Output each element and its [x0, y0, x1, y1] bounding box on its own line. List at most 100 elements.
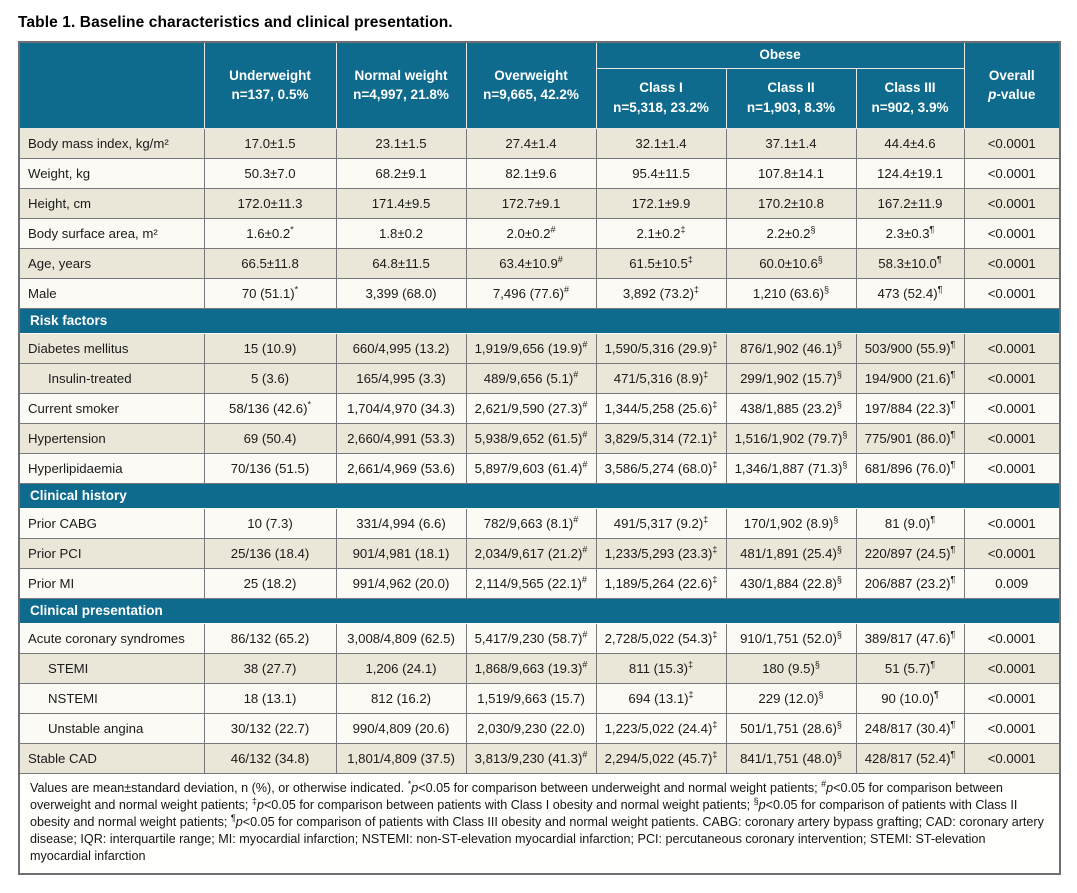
cell: 1,210 (63.6)§ [725, 277, 857, 309]
cell: 17.0±1.5 [203, 127, 337, 159]
cell: 694 (13.1)‡ [595, 682, 727, 714]
cell: 1,704/4,970 (34.3) [335, 392, 467, 424]
section-row: Clinical presentation [18, 597, 1061, 624]
row-label: Body surface area, m² [18, 217, 205, 249]
cell: 1,346/1,887 (71.3)§ [725, 452, 857, 484]
cell: <0.0001 [963, 217, 1061, 249]
table-row: Prior MI 25 (18.2) 991/4,962 (20.0) 2,114/9… [18, 567, 1061, 599]
cell: 3,399 (68.0) [335, 277, 467, 309]
table-row: Age, years 66.5±11.8 64.8±11.5 63.4±10.9# 61… [18, 247, 1061, 279]
table-body: Body mass index, kg/m² 17.0±1.5 23.1±1.5 27… [18, 127, 1061, 774]
cell: <0.0001 [963, 247, 1061, 279]
cell: <0.0001 [963, 392, 1061, 424]
cell: 901/4,981 (18.1) [335, 537, 467, 569]
cell: <0.0001 [963, 537, 1061, 569]
col-header: Class III n=902, 3.9% [855, 67, 965, 129]
table-row: Current smoker 58/136 (42.6)* 1,704/4,970 … [18, 392, 1061, 424]
cell: 811 (15.3)‡ [595, 652, 727, 684]
cell: 775/901 (86.0)¶ [855, 422, 965, 454]
table-row: Body surface area, m² 1.6±0.2* 1.8±0.2 2.0±… [18, 217, 1061, 249]
cell: 70/136 (51.5) [203, 452, 337, 484]
cell: 69 (50.4) [203, 422, 337, 454]
cell: 782/9,663 (8.1)# [465, 507, 597, 539]
cell: <0.0001 [963, 622, 1061, 654]
cell: 86/132 (65.2) [203, 622, 337, 654]
col-header: Overweight n=9,665, 42.2% [465, 41, 597, 129]
cell: 1,223/5,022 (24.4)‡ [595, 712, 727, 744]
corner-cell [18, 41, 205, 129]
table-row: Hyperlipidaemia 70/136 (51.5) 2,661/4,969 … [18, 452, 1061, 484]
table-row: Height, cm 172.0±11.3 171.4±9.5 172.7±9.1 17… [18, 187, 1061, 219]
pvalue-col-header: Overall p-value [963, 41, 1061, 129]
row-label: Prior PCI [18, 537, 205, 569]
cell: 1.8±0.2 [335, 217, 467, 249]
row-label: Hyperlipidaemia [18, 452, 205, 484]
cell: 1,919/9,656 (19.9)# [465, 332, 597, 364]
cell: 430/1,884 (22.8)§ [725, 567, 857, 599]
table-row: Insulin-treated 5 (3.6) 165/4,995 (3.3) 489… [18, 362, 1061, 394]
cell: 32.1±1.4 [595, 127, 727, 159]
cell: 501/1,751 (28.6)§ [725, 712, 857, 744]
cell: 60.0±10.6§ [725, 247, 857, 279]
section-header-clinical-presentation: Clinical presentation [18, 597, 1061, 624]
cell: 990/4,809 (20.6) [335, 712, 467, 744]
section-header-risk-factors: Risk factors [18, 307, 1061, 334]
cell: 68.2±9.1 [335, 157, 467, 189]
cell: 876/1,902 (46.1)§ [725, 332, 857, 364]
cell: 1,344/5,258 (25.6)‡ [595, 392, 727, 424]
cell: 491/5,317 (9.2)‡ [595, 507, 727, 539]
row-label: Hypertension [18, 422, 205, 454]
cell: 5,897/9,603 (61.4)# [465, 452, 597, 484]
cell: 194/900 (21.6)¶ [855, 362, 965, 394]
cell: 95.4±11.5 [595, 157, 727, 189]
cell: 503/900 (55.9)¶ [855, 332, 965, 364]
col-header: Underweight n=137, 0.5% [203, 41, 337, 129]
row-label: Stable CAD [18, 742, 205, 774]
cell: 5 (3.6) [203, 362, 337, 394]
row-label: Weight, kg [18, 157, 205, 189]
cell: 61.5±10.5‡ [595, 247, 727, 279]
col-header: Class II n=1,903, 8.3% [725, 67, 857, 129]
table-row: Body mass index, kg/m² 17.0±1.5 23.1±1.5 27… [18, 127, 1061, 159]
cell: 167.2±11.9 [855, 187, 965, 219]
row-label: Acute coronary syndromes [18, 622, 205, 654]
cell: 90 (10.0)¶ [855, 682, 965, 714]
cell: 2,034/9,617 (21.2)# [465, 537, 597, 569]
col-header: Normal weight n=4,997, 21.8% [335, 41, 467, 129]
cell: 64.8±11.5 [335, 247, 467, 279]
cell: <0.0001 [963, 712, 1061, 744]
cell: 3,892 (73.2)‡ [595, 277, 727, 309]
cell: 2,661/4,969 (53.6) [335, 452, 467, 484]
obese-group-header: Obese [595, 41, 965, 69]
cell: <0.0001 [963, 157, 1061, 189]
table-header: Underweight n=137, 0.5% Normal weight n=4,9… [18, 41, 1061, 129]
cell: 812 (16.2) [335, 682, 467, 714]
cell: 107.8±14.1 [725, 157, 857, 189]
cell: 220/897 (24.5)¶ [855, 537, 965, 569]
cell: <0.0001 [963, 362, 1061, 394]
table-row: Weight, kg 50.3±7.0 68.2±9.1 82.1±9.6 95.4±1… [18, 157, 1061, 189]
cell: 51 (5.7)¶ [855, 652, 965, 684]
cell: 70 (51.1)* [203, 277, 337, 309]
table-row: Acute coronary syndromes 86/132 (65.2) 3,0… [18, 622, 1061, 654]
cell: 50.3±7.0 [203, 157, 337, 189]
page: Table 1. Baseline characteristics and cl… [18, 14, 1062, 876]
cell: 171.4±9.5 [335, 187, 467, 219]
cell: 0.009 [963, 567, 1061, 599]
cell: 1,519/9,663 (15.7) [465, 682, 597, 714]
table-row: Stable CAD 46/132 (34.8) 1,801/4,809 (37.5… [18, 742, 1061, 774]
cell: 44.4±4.6 [855, 127, 965, 159]
cell: 180 (9.5)§ [725, 652, 857, 684]
cell: 197/884 (22.3)¶ [855, 392, 965, 424]
cell: 7,496 (77.6)# [465, 277, 597, 309]
table-row: Hypertension 69 (50.4) 2,660/4,991 (53.3) 5… [18, 422, 1061, 454]
section-row: Risk factors [18, 307, 1061, 334]
cell: 438/1,885 (23.2)§ [725, 392, 857, 424]
footnote-text: Values are mean±standard deviation, n (%… [18, 772, 1061, 875]
table-row: NSTEMI 18 (13.1) 812 (16.2) 1,519/9,663 (15… [18, 682, 1061, 714]
table-row: Prior PCI 25/136 (18.4) 901/4,981 (18.1) 2,… [18, 537, 1061, 569]
cell: 46/132 (34.8) [203, 742, 337, 774]
cell: <0.0001 [963, 742, 1061, 774]
cell: 23.1±1.5 [335, 127, 467, 159]
